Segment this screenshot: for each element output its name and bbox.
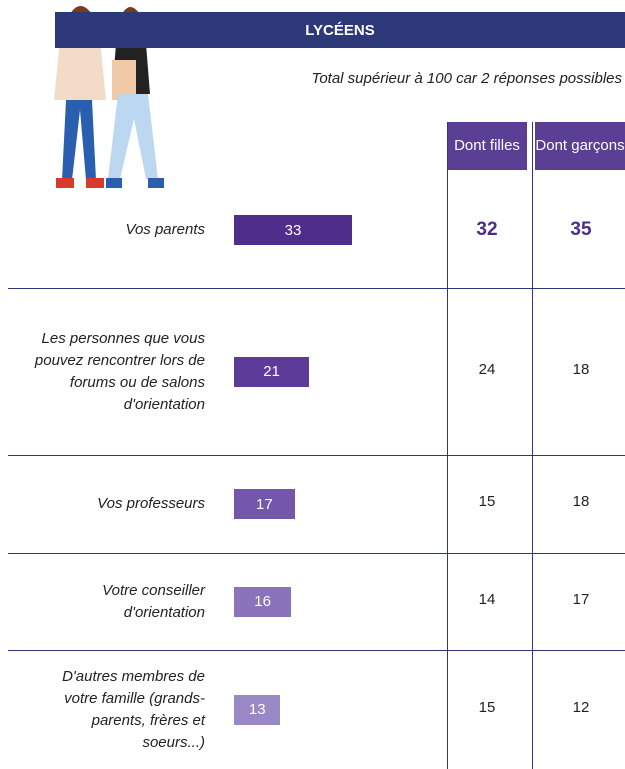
row-label: Vos professeurs [97,495,205,512]
girls-value: 15 [478,493,496,510]
row-label: Vos parents [125,221,206,238]
column-header: Dont filles [447,122,527,170]
girls-value: 15 [478,698,496,716]
row-divider [8,455,625,456]
boys-value: 18 [572,493,590,510]
row-divider [8,650,625,651]
boys-value: 12 [572,698,590,716]
note: Total supérieur à 100 car 2 réponses pos… [311,70,622,87]
column-divider [532,122,533,769]
bar: 16 [234,586,292,617]
girls-value: 24 [478,360,496,378]
row-label: D'autres membres de votre famille (grand… [62,667,205,751]
girls-value: 32 [476,219,498,240]
bar: 33 [234,215,352,245]
girls-value: 14 [478,590,496,608]
boys-value: 35 [570,219,592,240]
column-header: Dont garçons [535,122,625,170]
row-label: Votre conseiller d'orientation [102,581,205,621]
column-divider [447,122,448,769]
row-divider [8,553,625,554]
illustration [54,6,164,188]
boys-value: 17 [572,590,590,608]
header-title: LYCÉENS [55,12,625,48]
bar: 17 [234,489,295,519]
row-label: Les personnes que vous pouvez rencontrer… [34,329,205,413]
bar: 13 [234,694,281,725]
boys-value: 18 [572,360,590,378]
row-divider [8,288,625,289]
bar: 21 [234,356,310,387]
